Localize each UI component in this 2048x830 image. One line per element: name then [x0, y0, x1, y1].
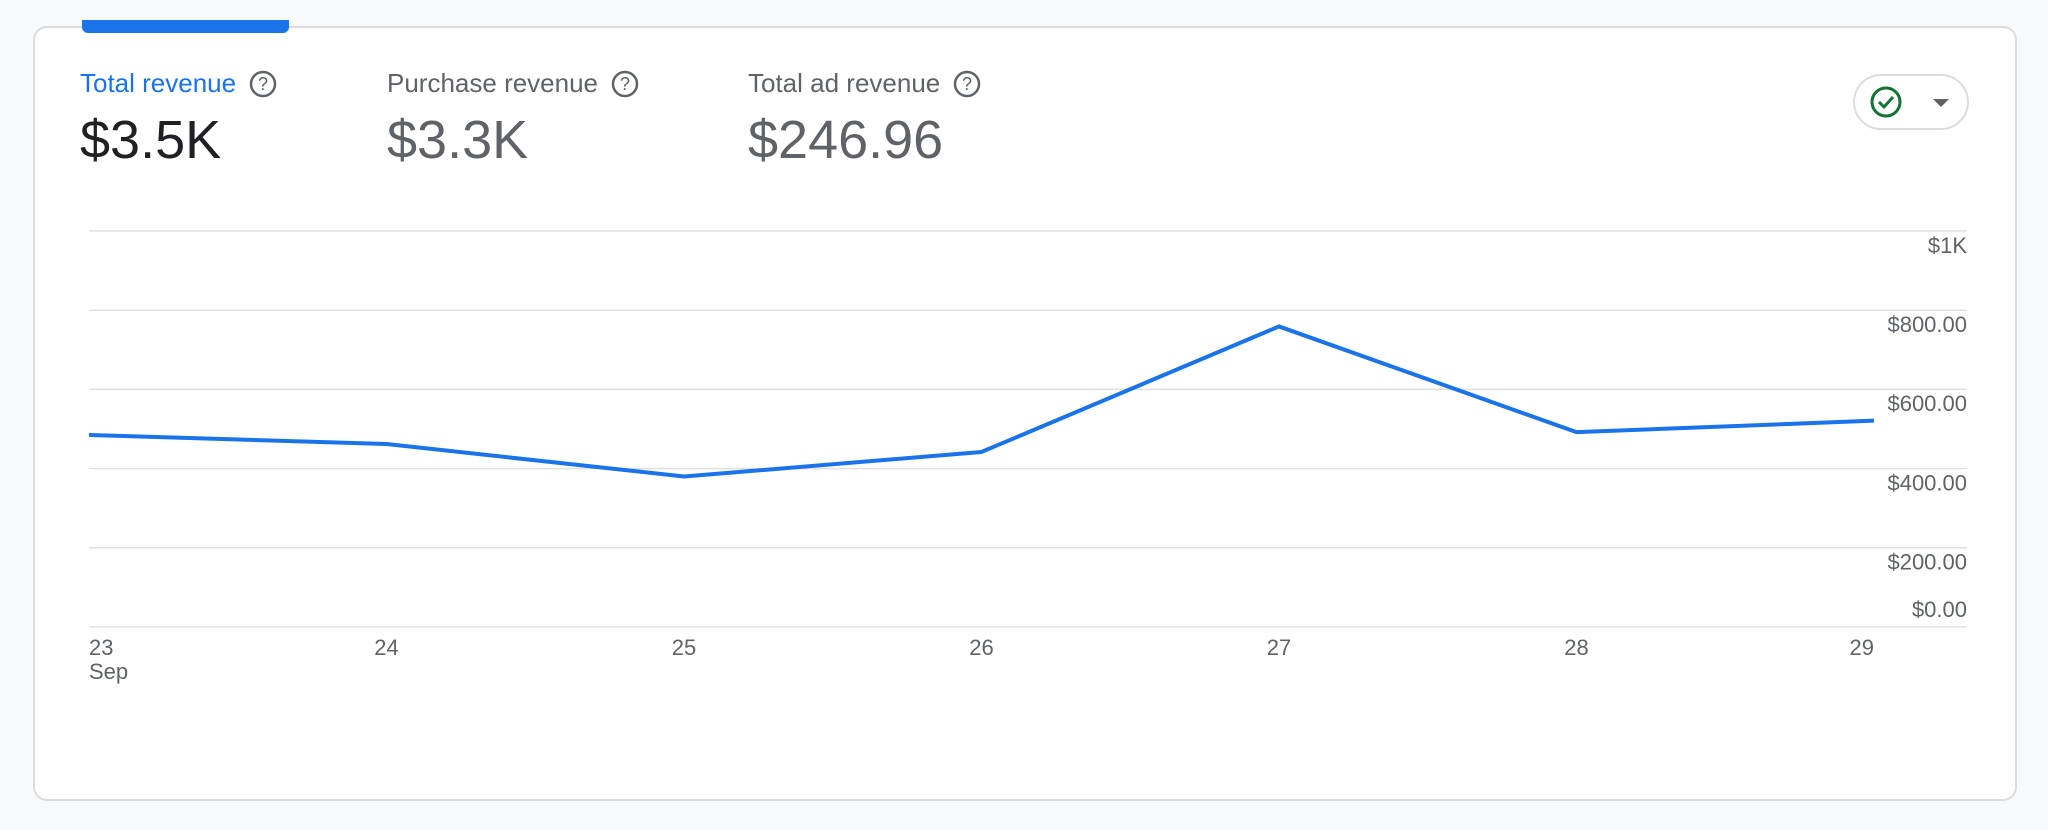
metric-tab[interactable]: Purchase revenue ? $3.3K: [387, 68, 640, 171]
metric-value: $3.5K: [80, 110, 222, 170]
x-tick-label: 26: [969, 635, 993, 660]
metric-tab[interactable]: Total ad revenue ? $246.96: [748, 68, 982, 171]
x-tick-label: 23: [89, 635, 113, 660]
metric-label: Total revenue: [80, 68, 237, 98]
metric-tab[interactable]: Total revenue ? $3.5K: [80, 68, 278, 171]
help-icon[interactable]: ?: [248, 69, 278, 99]
x-tick-label: 27: [1267, 635, 1291, 660]
y-tick-label: $400.00: [1887, 470, 1967, 495]
y-tick-label: $0.00: [1912, 597, 1967, 622]
y-tick-label: $600.00: [1887, 391, 1967, 416]
metric-value: $246.96: [748, 110, 944, 170]
x-tick-label: 28: [1564, 635, 1588, 660]
y-tick-label: $800.00: [1887, 312, 1967, 337]
compare-toggle[interactable]: [1853, 74, 1969, 130]
svg-text:?: ?: [258, 73, 268, 93]
toggle-icons: [1870, 86, 1949, 118]
x-tick-label: 25: [672, 635, 696, 660]
metric-label: Total ad revenue: [748, 68, 941, 98]
y-tick-label: $200.00: [1887, 550, 1967, 575]
metric-label: Purchase revenue: [387, 68, 599, 98]
x-tick-label: 29: [1850, 635, 1874, 660]
help-icon[interactable]: ?: [952, 69, 982, 99]
x-month-label: Sep: [89, 659, 128, 684]
svg-text:?: ?: [962, 73, 972, 93]
help-icon[interactable]: ?: [610, 69, 640, 99]
x-tick-label: 24: [374, 635, 398, 660]
selected-tab-indicator: [82, 20, 289, 33]
metric-value: $3.3K: [387, 110, 529, 170]
svg-text:?: ?: [620, 73, 630, 93]
card: [33, 26, 2017, 801]
y-tick-label: $1K: [1928, 233, 1967, 258]
series-line: [88, 324, 1875, 479]
